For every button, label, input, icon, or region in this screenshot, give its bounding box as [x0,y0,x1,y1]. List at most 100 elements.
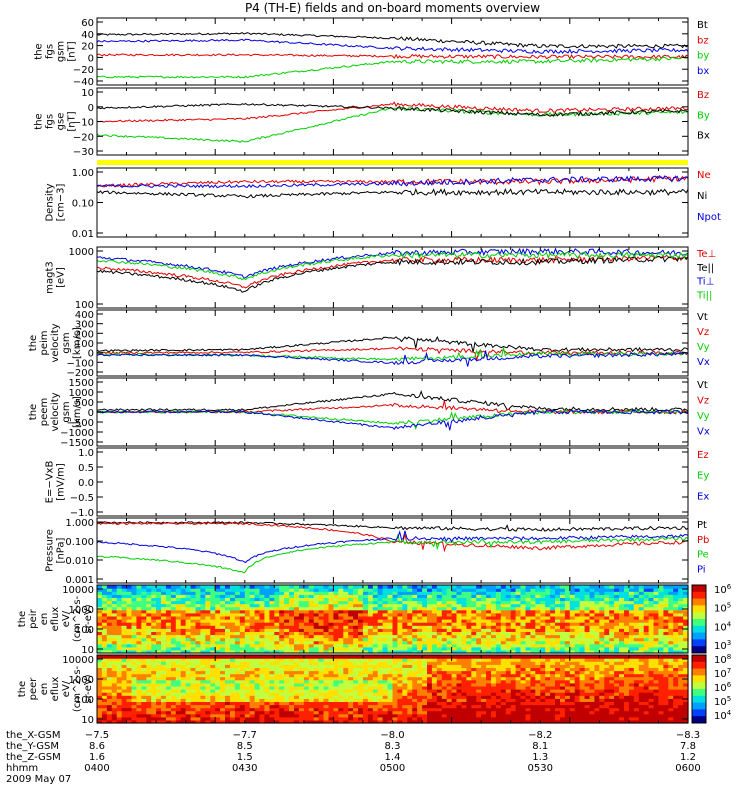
spectrogram-cell [525,695,531,699]
spectrogram-cell [609,698,615,702]
series-line-Ni [96,187,689,199]
spectrogram-cell [540,695,546,699]
spectrogram-cell [264,695,270,699]
spectrogram-cell [106,646,113,651]
colorbar-swatch [692,598,706,603]
y-tick-label: −40 [73,77,94,88]
spectrogram-cell [481,591,487,595]
spectrogram-cell [289,685,295,690]
spectrogram-cell [377,603,384,608]
spectrogram-cell [146,600,152,605]
spectrogram-cell [205,679,211,684]
spectrogram-cell [195,588,201,592]
spectrogram-cell [141,637,147,642]
spectrogram-cell [234,625,241,629]
spectrogram-cell [436,585,443,589]
spectrogram-cell [161,606,167,611]
spectrogram-cell [269,643,275,648]
spectrogram-cell [422,710,428,715]
spectrogram-cell [604,631,610,636]
spectrogram-cell [308,701,315,706]
spectrogram-cell [658,713,664,718]
spectrogram-cell [313,609,320,614]
spectrogram-cell [392,643,398,648]
spectrogram-cell [190,685,197,690]
spectrogram-cell [343,634,349,639]
spectrogram-cell [116,713,123,718]
spectrogram-cell [648,719,655,724]
spectrogram-cell [111,713,118,718]
y-tick-label: 40 [81,30,94,41]
spectrogram-cell [530,685,536,690]
spectrogram-cell [294,679,300,684]
spectrogram-cell [284,619,290,623]
spectrogram-cell [648,585,655,589]
spectrogram-cell [367,619,374,623]
spectrogram-cell [402,692,408,696]
spectrogram-cell [274,606,280,611]
spectrogram-cell [200,612,206,617]
spectrogram-cell [643,615,650,620]
spectrogram-cell [318,682,325,687]
spectrogram-cell [136,649,142,654]
spectrogram-cell [328,692,334,696]
spectrogram-cell [234,588,241,592]
spectrogram-cell [491,612,497,617]
spectrogram-cell [215,615,221,620]
spectrogram-cell [614,701,620,706]
spectrogram-cell [215,707,221,712]
spectrogram-cell [397,713,403,718]
spectrogram-cell [441,713,448,718]
spectrogram-cell [362,713,369,718]
spectrogram-cell [520,622,526,626]
spectrogram-cell [274,640,280,645]
spectrogram-cell [441,707,448,712]
spectrogram-cell [230,701,236,706]
spectrogram-cell [476,625,482,629]
spectrogram-cell [254,646,261,651]
spectrogram-cell [106,698,113,702]
spectrogram-cell [540,646,546,651]
spectrogram-cell [500,682,507,687]
spectrogram-cell [476,628,482,632]
spectrogram-cell [569,591,576,595]
spectrogram-cell [624,594,630,598]
spectrogram-cell [427,612,433,617]
spectrogram-cell [673,698,679,702]
spectrogram-cell [131,643,137,648]
spectrogram-cell [668,704,674,709]
spectrogram-cell [476,698,482,702]
spectrogram-cell [121,597,128,602]
spectrogram-cell [628,682,635,687]
spectrogram-cell [495,631,502,636]
y-tick-label: 100 [75,300,94,311]
spectrogram-cell [377,710,384,715]
spectrogram-cell [338,600,344,605]
spectrogram-cell [594,588,600,592]
spectrogram-cell [520,643,526,648]
spectrogram-cell [510,640,517,645]
spectrogram-cell [530,591,536,595]
spectrogram-cell [619,707,625,712]
spectrogram-cell [136,637,142,642]
spectrogram-cell [234,594,241,598]
spectrogram-cell [175,585,182,589]
spectrogram-cell [550,591,556,595]
spectrogram-cell [313,716,320,721]
spectrogram-cell [589,600,595,605]
spectrogram-cell [609,643,615,648]
series-line-Pb [96,522,689,553]
spectrogram-cell [643,698,650,702]
spectrogram-cell [338,585,344,589]
spectrogram-cell [274,685,280,690]
spectrogram-cell [323,649,329,654]
spectrogram-cell [624,682,630,687]
spectrogram-cell [574,628,581,632]
spectrogram-cell [392,685,398,690]
y-tick-label: 100 [75,339,94,350]
spectrogram-cell [456,603,462,608]
spectrogram-cell [318,615,325,620]
spectrogram-cell [633,585,640,589]
spectrogram-cell [417,713,423,718]
